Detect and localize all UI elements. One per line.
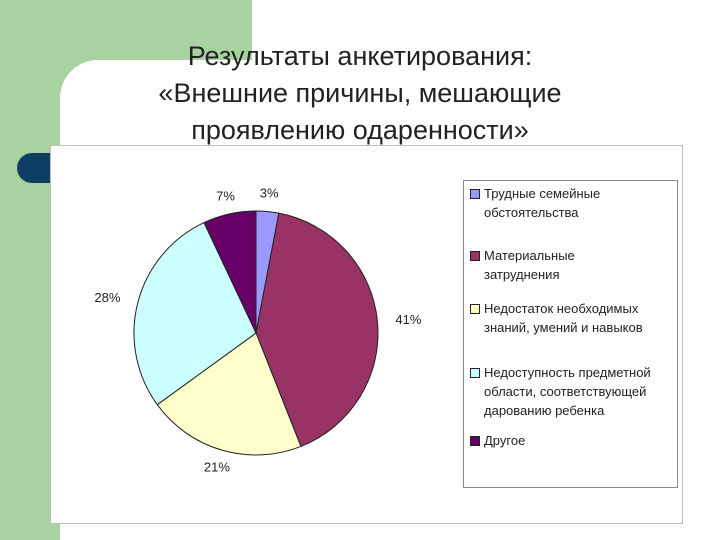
- legend-label-line: Недостаток необходимых: [484, 301, 639, 316]
- title-line-3: проявлению одаренности»: [191, 115, 529, 145]
- legend-label-line: дарованию ребенка: [484, 403, 605, 418]
- data-label-1: 3%: [260, 186, 279, 201]
- legend-label-5: Другое: [484, 431, 676, 450]
- legend-label-1: Трудные семейные обстоятельства: [484, 184, 676, 222]
- legend-label-line: Другое: [484, 433, 526, 448]
- data-label-2: 41%: [395, 312, 421, 327]
- legend-swatch-1: [470, 189, 480, 199]
- pie-slice-2: [255, 212, 379, 448]
- title-line-2: «Внешние причины, мешающие: [158, 78, 562, 108]
- slide-title: Результаты анкетирования: «Внешние причи…: [60, 38, 660, 149]
- pie-slice-5: [203, 210, 257, 334]
- legend-label-line: области, соответствующей: [484, 384, 647, 399]
- data-label-4: 28%: [94, 290, 120, 305]
- legend-label-3: Недостаток необходимых знаний, умений и н…: [484, 299, 676, 337]
- legend-label-line: затруднения: [484, 267, 560, 282]
- legend-swatch-4: [470, 368, 480, 378]
- legend-swatch-3: [470, 304, 480, 314]
- legend-label-line: Недоступность предметной: [484, 365, 651, 380]
- legend-label-line: Трудные семейные: [484, 186, 601, 201]
- pie-slice-3: [156, 332, 302, 456]
- data-label-3: 21%: [204, 459, 230, 474]
- chart-legend: Трудные семейные обстоятельства Материальн…: [463, 180, 678, 488]
- legend-label-line: знаний, умений и навыков: [484, 320, 643, 335]
- data-label-5: 7%: [216, 188, 235, 203]
- title-line-1: Результаты анкетирования:: [187, 41, 533, 71]
- legend-swatch-2: [470, 251, 480, 261]
- legend-label-line: обстоятельства: [484, 205, 579, 220]
- legend-swatch-5: [470, 436, 480, 446]
- pie-slice-4: [133, 221, 257, 406]
- legend-label-2: Материальные затруднения: [484, 246, 676, 284]
- legend-label-line: Материальные: [484, 248, 575, 263]
- legend-label-4: Недоступность предметной области, соответ…: [484, 363, 676, 420]
